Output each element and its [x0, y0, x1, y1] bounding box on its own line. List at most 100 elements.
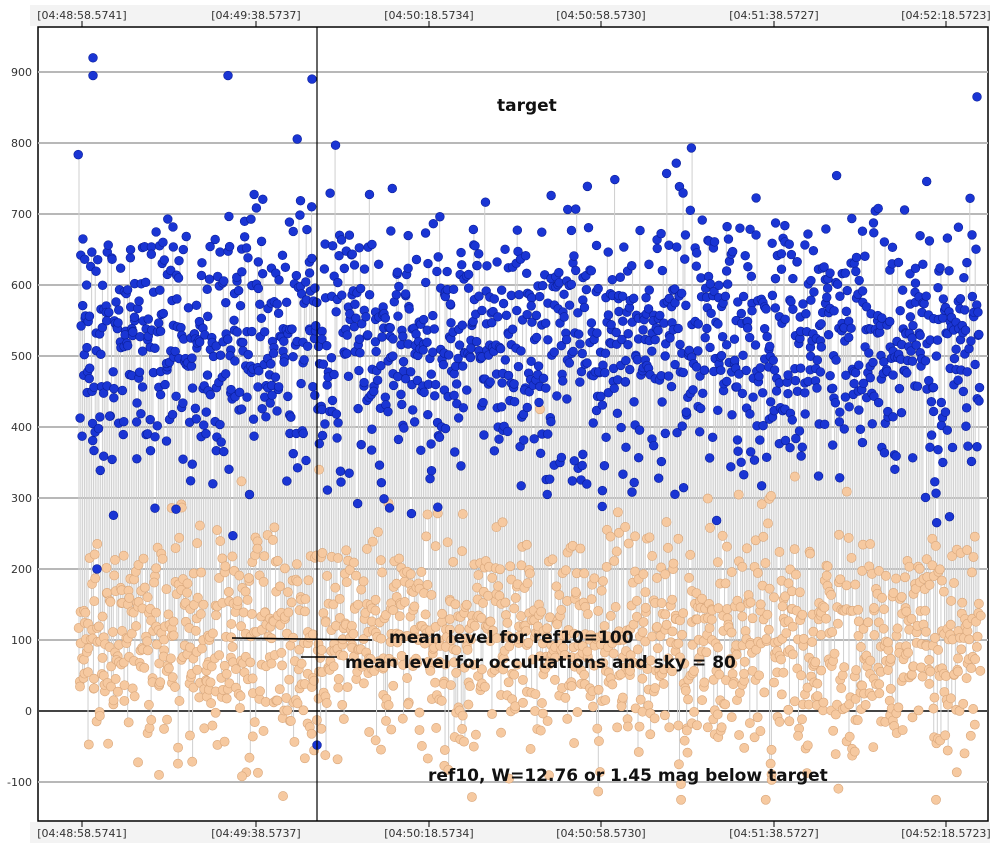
target-point: [187, 353, 197, 363]
target-point: [221, 298, 231, 308]
ref10-point: [827, 627, 838, 637]
ref10-point: [119, 695, 130, 706]
target-point: [944, 512, 955, 522]
ref10-point: [80, 607, 91, 618]
target-point: [546, 416, 556, 427]
ref10-point: [258, 726, 269, 736]
ref10-point: [682, 747, 693, 758]
x-tick-label-bottom: [04:49:38.5737]: [211, 827, 300, 840]
ref10-point: [774, 547, 785, 557]
ref10-point: [190, 625, 201, 636]
ref10-point: [885, 683, 896, 694]
ref10-point: [931, 794, 941, 805]
target-point: [423, 409, 433, 420]
target-point: [905, 312, 916, 322]
target-point: [829, 306, 839, 316]
target-point: [191, 300, 202, 311]
ref10-point: [223, 586, 234, 597]
ref10-point: [650, 683, 660, 693]
target-point: [398, 331, 408, 342]
ref10-point: [487, 709, 497, 719]
target-point: [617, 334, 627, 345]
target-point: [357, 319, 367, 329]
target-point: [854, 405, 864, 415]
ref10-point: [857, 680, 868, 691]
ref10-point: [892, 623, 903, 634]
target-point: [603, 310, 614, 320]
target-point: [371, 346, 381, 357]
ref10-point: [766, 744, 777, 755]
ref10-point: [802, 740, 813, 751]
ref10-point: [712, 709, 723, 720]
target-point: [796, 451, 806, 461]
ref10-point: [739, 656, 750, 667]
target-point: [783, 370, 793, 380]
ref10-point: [284, 674, 295, 685]
target-point: [696, 273, 706, 283]
target-point: [444, 350, 454, 360]
target-point: [835, 291, 845, 301]
x-tick-label-bottom: [04:48:58.5741]: [37, 827, 126, 840]
target-point: [344, 230, 355, 240]
target-point: [750, 340, 761, 350]
target-point: [434, 432, 445, 442]
target-point: [531, 332, 542, 343]
target-point: [697, 215, 707, 225]
target-point: [125, 253, 136, 263]
target-point: [918, 259, 928, 270]
ref10-point: [235, 691, 246, 701]
ref10-point: [403, 699, 414, 710]
target-point: [266, 359, 276, 369]
target-point: [384, 503, 395, 513]
ref10-point: [338, 714, 349, 724]
target-point: [527, 317, 537, 327]
target-point: [581, 284, 592, 295]
x-tick-label-top: [04:48:58.5741]: [37, 9, 126, 22]
target-point: [492, 257, 502, 267]
target-point: [566, 225, 577, 236]
target-point: [109, 393, 119, 403]
target-point: [671, 242, 682, 252]
target-point: [519, 435, 529, 445]
target-point: [707, 432, 718, 443]
ref10-point: [776, 654, 786, 665]
target-point: [844, 402, 854, 412]
target-point: [634, 425, 645, 435]
ref10-point: [828, 725, 839, 736]
target-point: [747, 306, 757, 316]
target-point: [737, 388, 748, 399]
ref10-point: [138, 553, 149, 564]
ref10-point: [503, 677, 514, 688]
ref10-point: [760, 558, 771, 568]
target-point: [972, 92, 982, 102]
target-point: [776, 249, 787, 259]
target-point: [746, 271, 757, 282]
target-point: [806, 275, 816, 286]
target-point: [134, 367, 145, 377]
target-point: [769, 365, 780, 375]
ref10-point: [839, 662, 850, 673]
ref10-point: [109, 570, 120, 581]
annotation-ref10-mean: mean level for ref10=100: [389, 628, 634, 648]
target-point: [506, 290, 517, 301]
ref10-point: [796, 670, 807, 681]
target-point: [283, 391, 293, 402]
ref10-point: [631, 595, 642, 606]
target-point: [465, 352, 476, 363]
target-point: [841, 370, 851, 380]
ref10-point: [205, 677, 216, 688]
target-point: [688, 385, 698, 395]
target-point: [830, 398, 841, 408]
target-point: [171, 504, 181, 514]
target-point: [907, 356, 918, 366]
target-point: [549, 347, 559, 357]
target-point: [685, 205, 696, 216]
ref10-point: [237, 771, 247, 782]
ref10-point: [837, 670, 848, 681]
target-point: [925, 442, 935, 453]
target-point: [828, 440, 838, 450]
target-point: [317, 430, 328, 441]
target-point: [813, 471, 824, 481]
ref10-point: [611, 546, 622, 557]
target-point: [660, 351, 670, 361]
